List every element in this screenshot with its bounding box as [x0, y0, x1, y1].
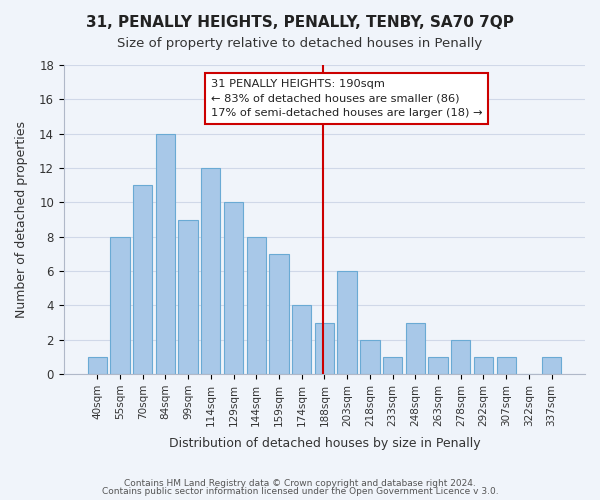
Bar — [383, 357, 402, 374]
Bar — [428, 357, 448, 374]
Bar — [292, 306, 311, 374]
Text: Contains public sector information licensed under the Open Government Licence v : Contains public sector information licen… — [101, 487, 499, 496]
Bar — [224, 202, 243, 374]
Text: Size of property relative to detached houses in Penally: Size of property relative to detached ho… — [118, 38, 482, 51]
Bar — [201, 168, 220, 374]
Bar — [542, 357, 562, 374]
Bar — [110, 236, 130, 374]
X-axis label: Distribution of detached houses by size in Penally: Distribution of detached houses by size … — [169, 437, 480, 450]
Bar — [337, 271, 357, 374]
Bar — [315, 322, 334, 374]
Bar — [88, 357, 107, 374]
Bar — [155, 134, 175, 374]
Bar — [451, 340, 470, 374]
Bar — [247, 236, 266, 374]
Bar — [497, 357, 516, 374]
Bar — [133, 185, 152, 374]
Y-axis label: Number of detached properties: Number of detached properties — [15, 121, 28, 318]
Bar — [178, 220, 198, 374]
Bar — [474, 357, 493, 374]
Text: Contains HM Land Registry data © Crown copyright and database right 2024.: Contains HM Land Registry data © Crown c… — [124, 478, 476, 488]
Text: 31, PENALLY HEIGHTS, PENALLY, TENBY, SA70 7QP: 31, PENALLY HEIGHTS, PENALLY, TENBY, SA7… — [86, 15, 514, 30]
Bar — [406, 322, 425, 374]
Bar — [269, 254, 289, 374]
Bar — [360, 340, 380, 374]
Text: 31 PENALLY HEIGHTS: 190sqm
← 83% of detached houses are smaller (86)
17% of semi: 31 PENALLY HEIGHTS: 190sqm ← 83% of deta… — [211, 78, 482, 118]
